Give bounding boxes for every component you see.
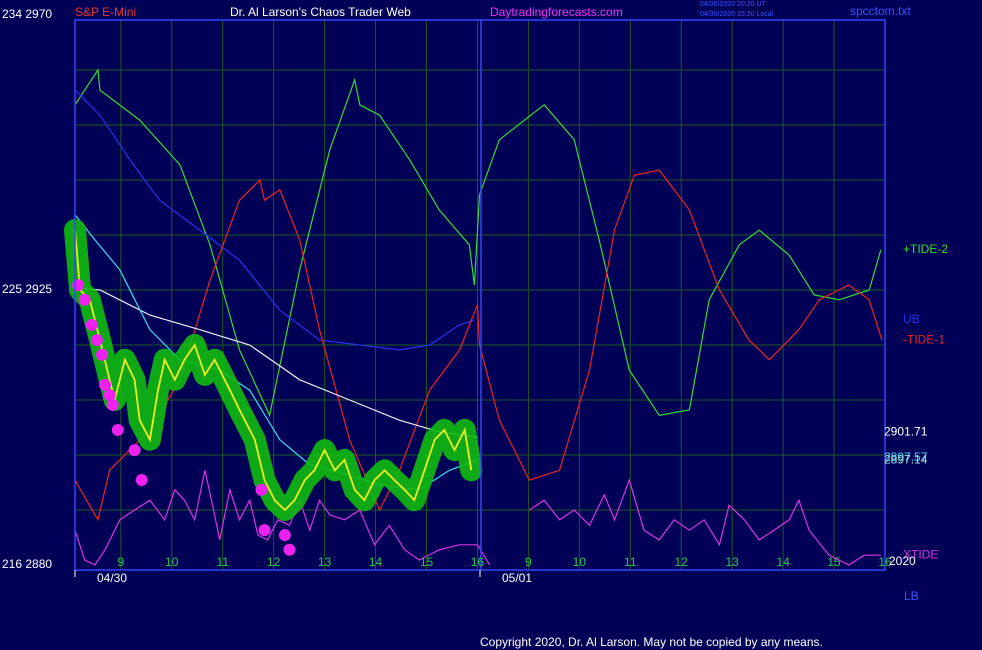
x-tick-label: 14 (369, 555, 383, 569)
series-line (74, 470, 881, 566)
series-line (74, 230, 473, 512)
series-label: XTIDE (903, 547, 938, 561)
dot (135, 474, 148, 487)
file-name: spcctom.txt (850, 4, 911, 18)
x-tick-label: 10 (573, 555, 587, 569)
series-label: UB (903, 312, 920, 326)
x-tick-label: 11 (217, 555, 230, 569)
y-tick-label: 225 2925 (2, 282, 52, 296)
x-tick-label: 9 (118, 555, 125, 569)
dot (99, 378, 112, 391)
site: Daytradingforecasts.com (490, 5, 623, 19)
plot (64, 68, 883, 566)
dot (255, 483, 268, 496)
series-line (74, 287, 478, 438)
x-tick-label: 14 (776, 555, 790, 569)
price-label: 2897.57 (884, 450, 928, 464)
x-tick-label: 10 (165, 555, 179, 569)
title: Dr. Al Larson's Chaos Trader Web (230, 5, 411, 19)
y-tick-label: 216 2880 (2, 557, 52, 571)
price-label: 2897.14 (884, 452, 928, 466)
labels: 216 2880 225 2925 234 2970 9 10 11 12 13 14 15 16 9… (2, 7, 948, 585)
x-tick-label: 16 (878, 555, 892, 569)
dot (96, 348, 108, 361)
dot (78, 293, 91, 306)
x-tick-label: 13 (725, 555, 739, 569)
series-line (74, 89, 475, 351)
x-tick-label: 16 (471, 555, 485, 569)
x-tick-label: 11 (624, 555, 637, 569)
x-tick-label: 9 (525, 555, 532, 569)
symbol: S&P E-Mini (75, 5, 136, 19)
dot (128, 444, 141, 457)
x-tick-label: 12 (267, 555, 281, 569)
x-tick-label: 12 (675, 555, 689, 569)
y-tick-label: 234 2970 (2, 7, 52, 21)
x-tick-label: 13 (318, 555, 332, 569)
dot (283, 543, 296, 556)
dot (72, 279, 85, 292)
dot (90, 334, 103, 347)
series-line (74, 169, 883, 522)
date-label: 05/01 (502, 571, 532, 585)
timestamp-local: 04/30/2020 15:20 Local (700, 11, 774, 18)
price-label: 2901.71 (884, 424, 928, 438)
copyright: Copyright 2020, Dr. Al Larson. May not b… (480, 635, 823, 649)
series-label: -TIDE-1 (903, 332, 945, 346)
x-tick-label: 15 (420, 555, 434, 569)
lower-band-label: LB (904, 589, 919, 603)
grid (75, 20, 886, 570)
dot (278, 529, 291, 542)
dot (85, 318, 98, 331)
timestamp-ut: 04/30/2020 20:20 UT (700, 1, 766, 8)
x-tick-label: 15 (827, 555, 841, 569)
dot (111, 423, 124, 436)
dot (103, 389, 116, 402)
year: 2020 (889, 554, 916, 568)
series-label: +TIDE-2 (903, 242, 948, 256)
date-label: 04/30 (97, 571, 127, 585)
dot (106, 398, 119, 411)
dot (258, 524, 271, 537)
series-line (74, 68, 882, 418)
